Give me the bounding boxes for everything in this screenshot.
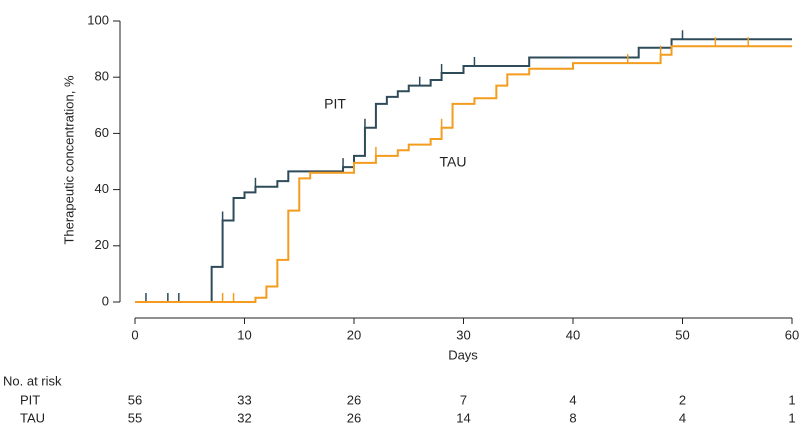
risk-count: 8 [569,410,576,425]
y-tick-label: 20 [95,237,109,252]
risk-count: 1 [788,392,795,407]
x-tick-label: 10 [237,327,251,342]
y-tick-label: 60 [95,125,109,140]
risk-count: 2 [679,392,686,407]
risk-count: 4 [679,410,686,425]
y-tick-label: 100 [87,12,109,27]
risk-count: 1 [788,410,795,425]
x-tick-label: 0 [131,327,138,342]
x-tick-label: 40 [566,327,580,342]
x-tick-label: 50 [675,327,689,342]
risk-table-title: No. at risk [3,373,62,388]
risk-count: 33 [237,392,251,407]
series-label: PIT [324,96,346,112]
risk-count: 56 [128,392,142,407]
x-tick-label: 20 [347,327,361,342]
y-tick-label: 80 [95,69,109,84]
step-line [135,45,792,303]
step-line [135,38,792,303]
series-label: TAU [440,154,467,170]
x-axis-label: Days [448,347,478,362]
y-axis-label: Therapeutic concentration, % [61,75,76,245]
risk-count: 7 [460,392,467,407]
y-tick-label: 0 [102,293,109,308]
y-tick-label: 40 [95,181,109,196]
risk-count: 14 [456,410,470,425]
risk-count: 26 [347,410,361,425]
x-tick-label: 30 [456,327,470,342]
risk-row-label: PIT [20,392,40,407]
risk-count: 26 [347,392,361,407]
risk-count: 32 [237,410,251,425]
risk-count: 4 [569,392,576,407]
risk-row-label: TAU [20,410,45,425]
risk-count: 55 [128,410,142,425]
x-tick-label: 60 [785,327,799,342]
